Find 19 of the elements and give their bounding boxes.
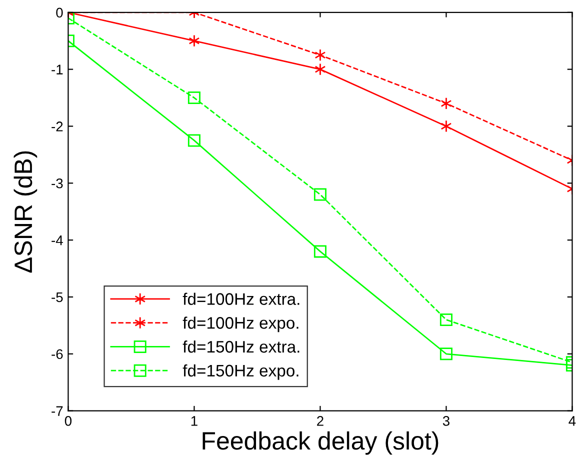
legend-label: fd=100Hz expo. <box>182 316 298 332</box>
x-tick-label: 2 <box>317 416 324 426</box>
x-tick-label: 1 <box>191 416 198 426</box>
y-tick-label: -6 <box>52 349 63 360</box>
legend-label: fd=100Hz extra. <box>182 292 300 305</box>
y-tick-label: -2 <box>52 122 63 132</box>
y-tick-label: -4 <box>52 236 63 246</box>
y-axis-title: ΔSNR (dB) <box>14 151 38 273</box>
y-tick-label: -3 <box>52 178 63 188</box>
y-tick-label: 0 <box>56 8 63 18</box>
y-tick-label: -1 <box>52 64 63 74</box>
legend-label: fd=150Hz expo. <box>182 364 298 380</box>
x-tick-label: 0 <box>64 416 72 426</box>
y-tick-label: -5 <box>52 292 63 302</box>
y-tick-label: -7 <box>52 406 63 416</box>
x-axis-title: Feedback delay (slot) <box>202 431 438 455</box>
x-tick-label: 3 <box>442 416 450 426</box>
legend-label: fd=150Hz extra. <box>182 340 300 353</box>
x-tick-label: 4 <box>568 416 576 426</box>
